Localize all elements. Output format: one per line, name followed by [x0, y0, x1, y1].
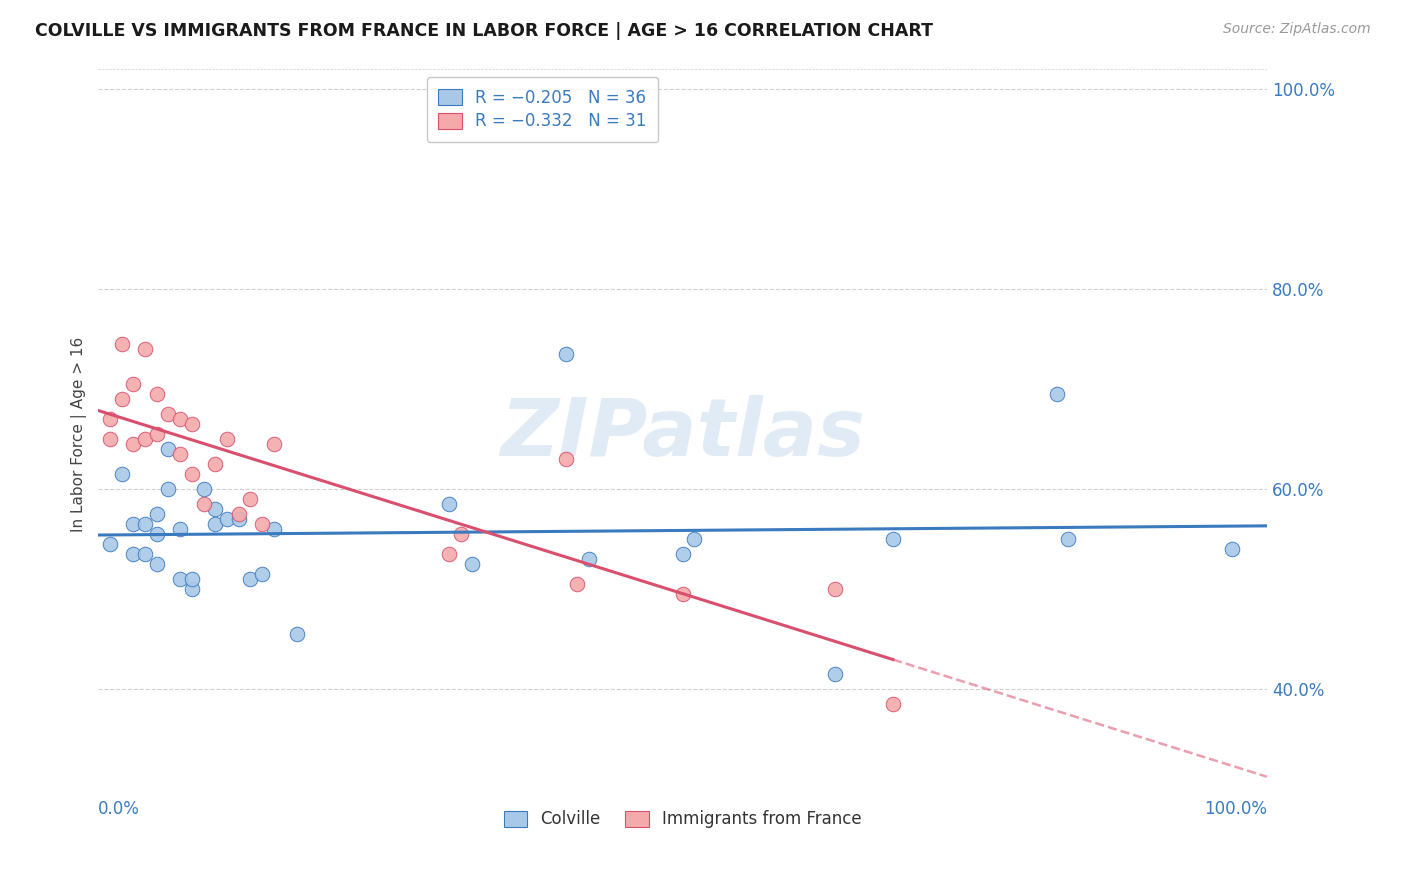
Point: [169, 522, 191, 536]
Point: [98, 412, 121, 426]
Point: [239, 492, 262, 507]
Point: [554, 347, 576, 361]
Point: [554, 452, 576, 467]
Point: [111, 392, 134, 406]
Text: COLVILLE VS IMMIGRANTS FROM FRANCE IN LABOR FORCE | AGE > 16 CORRELATION CHART: COLVILLE VS IMMIGRANTS FROM FRANCE IN LA…: [35, 22, 934, 40]
Point: [157, 442, 180, 456]
Point: [1057, 532, 1080, 546]
Point: [180, 582, 202, 597]
Point: [215, 432, 238, 446]
Point: [122, 437, 145, 451]
Text: ZIPatlas: ZIPatlas: [501, 395, 865, 473]
Point: [180, 467, 202, 481]
Point: [146, 558, 169, 572]
Point: [146, 527, 169, 541]
Point: [1045, 387, 1067, 401]
Point: [1220, 542, 1243, 557]
Point: [169, 572, 191, 586]
Point: [437, 497, 460, 511]
Point: [263, 522, 285, 536]
Point: [250, 517, 273, 532]
Point: [193, 497, 215, 511]
Point: [263, 437, 285, 451]
Point: [461, 558, 484, 572]
Legend: Colville, Immigrants from France: Colville, Immigrants from France: [496, 804, 869, 835]
Point: [122, 376, 145, 391]
Point: [146, 387, 169, 401]
Point: [180, 417, 202, 431]
Y-axis label: In Labor Force | Age > 16: In Labor Force | Age > 16: [72, 336, 87, 532]
Point: [111, 337, 134, 351]
Point: [122, 517, 145, 532]
Point: [239, 572, 262, 586]
Point: [683, 532, 706, 546]
Point: [204, 502, 226, 516]
Point: [134, 547, 156, 561]
Point: [134, 432, 156, 446]
Point: [169, 447, 191, 461]
Point: [157, 407, 180, 421]
Point: [228, 512, 250, 526]
Point: [250, 567, 273, 582]
Point: [193, 482, 215, 496]
Point: [437, 547, 460, 561]
Text: 0.0%: 0.0%: [98, 799, 141, 818]
Point: [98, 537, 121, 551]
Point: [450, 527, 472, 541]
Point: [134, 342, 156, 356]
Point: [134, 517, 156, 532]
Point: [672, 587, 695, 601]
Text: Source: ZipAtlas.com: Source: ZipAtlas.com: [1223, 22, 1371, 37]
Point: [157, 482, 180, 496]
Point: [882, 532, 904, 546]
Point: [169, 412, 191, 426]
Point: [98, 432, 121, 446]
Point: [111, 467, 134, 481]
Point: [578, 552, 600, 566]
Point: [882, 698, 904, 712]
Point: [215, 512, 238, 526]
Point: [122, 547, 145, 561]
Point: [567, 577, 589, 591]
Point: [204, 457, 226, 471]
Point: [204, 517, 226, 532]
Point: [824, 667, 846, 681]
Point: [285, 627, 308, 641]
Point: [672, 547, 695, 561]
Point: [146, 427, 169, 442]
Text: 100.0%: 100.0%: [1204, 799, 1267, 818]
Point: [824, 582, 846, 597]
Point: [180, 572, 202, 586]
Point: [228, 507, 250, 521]
Point: [146, 507, 169, 521]
